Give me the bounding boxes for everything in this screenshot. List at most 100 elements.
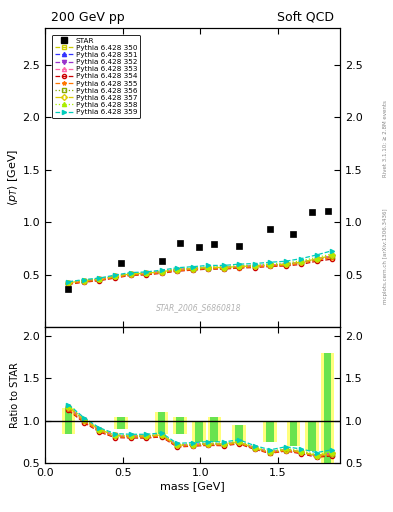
Pythia 6.428 355 <box>221 266 226 272</box>
Pythia 6.428 353 <box>283 261 288 267</box>
Pythia 6.428 354 <box>113 275 118 281</box>
Y-axis label: $\langle p_T \rangle$ [GeV]: $\langle p_T \rangle$ [GeV] <box>6 149 20 206</box>
Pythia 6.428 359 <box>268 259 272 265</box>
Pythia 6.428 354 <box>66 281 71 287</box>
Pythia 6.428 358 <box>330 251 334 257</box>
Pythia 6.428 353 <box>190 266 195 272</box>
Pythia 6.428 353 <box>206 265 210 271</box>
Pythia 6.428 356 <box>268 262 272 268</box>
Pythia 6.428 355 <box>128 272 133 278</box>
Pythia 6.428 357 <box>268 262 272 268</box>
Text: Rivet 3.1.10; ≥ 2.8M events: Rivet 3.1.10; ≥ 2.8M events <box>383 100 388 177</box>
STAR <box>268 226 272 232</box>
Pythia 6.428 356 <box>97 276 102 282</box>
Y-axis label: Ratio to STAR: Ratio to STAR <box>10 362 20 429</box>
Pythia 6.428 355 <box>206 266 210 272</box>
Pythia 6.428 353 <box>97 276 102 282</box>
Pythia 6.428 350 <box>206 265 210 271</box>
Pythia 6.428 355 <box>314 257 319 263</box>
Pythia 6.428 357 <box>252 263 257 269</box>
Pythia 6.428 350 <box>330 254 334 260</box>
Pythia 6.428 353 <box>330 253 334 259</box>
Pythia 6.428 354 <box>299 261 303 267</box>
Pythia 6.428 357 <box>97 276 102 282</box>
Pythia 6.428 356 <box>314 256 319 262</box>
Pythia 6.428 350 <box>66 280 71 286</box>
Pythia 6.428 357 <box>283 261 288 267</box>
Pythia 6.428 357 <box>66 280 71 286</box>
Pythia 6.428 357 <box>330 252 334 259</box>
Pythia 6.428 350 <box>299 260 303 266</box>
Pythia 6.428 353 <box>268 262 272 268</box>
STAR <box>159 258 164 264</box>
Pythia 6.428 356 <box>252 263 257 269</box>
Pythia 6.428 358 <box>221 264 226 270</box>
Pythia 6.428 353 <box>66 280 71 286</box>
STAR <box>196 244 201 250</box>
Bar <box>286 421 300 446</box>
Pythia 6.428 350 <box>82 278 86 284</box>
Bar <box>321 353 334 463</box>
STAR <box>178 240 182 246</box>
Pythia 6.428 358 <box>190 265 195 271</box>
Pythia 6.428 352 <box>283 261 288 267</box>
Pythia 6.428 357 <box>144 270 149 276</box>
Pythia 6.428 356 <box>175 267 180 273</box>
Pythia 6.428 357 <box>128 271 133 277</box>
Line: Pythia 6.428 359: Pythia 6.428 359 <box>66 249 334 284</box>
Pythia 6.428 356 <box>190 266 195 272</box>
Pythia 6.428 354 <box>221 266 226 272</box>
Pythia 6.428 351 <box>175 267 180 273</box>
Pythia 6.428 359 <box>190 264 195 270</box>
Pythia 6.428 351 <box>268 262 272 268</box>
Pythia 6.428 357 <box>113 273 118 280</box>
Pythia 6.428 359 <box>206 262 210 268</box>
Pythia 6.428 353 <box>221 265 226 271</box>
Pythia 6.428 356 <box>159 269 164 275</box>
Pythia 6.428 356 <box>299 259 303 265</box>
Pythia 6.428 355 <box>252 264 257 270</box>
Pythia 6.428 352 <box>268 262 272 268</box>
Bar <box>176 417 184 434</box>
Pythia 6.428 358 <box>299 258 303 264</box>
Pythia 6.428 353 <box>144 270 149 276</box>
Pythia 6.428 350 <box>175 267 180 273</box>
Bar <box>305 421 319 451</box>
Pythia 6.428 357 <box>237 263 241 269</box>
Pythia 6.428 351 <box>330 253 334 259</box>
Line: Pythia 6.428 350: Pythia 6.428 350 <box>66 255 334 285</box>
Pythia 6.428 359 <box>221 262 226 268</box>
Bar <box>114 417 128 430</box>
Bar <box>208 417 221 442</box>
Pythia 6.428 353 <box>159 269 164 275</box>
Bar <box>195 421 203 442</box>
Pythia 6.428 352 <box>128 271 133 277</box>
Line: Pythia 6.428 351: Pythia 6.428 351 <box>66 254 334 285</box>
Pythia 6.428 358 <box>283 260 288 266</box>
Bar <box>118 417 125 430</box>
Line: Pythia 6.428 357: Pythia 6.428 357 <box>66 253 334 285</box>
Pythia 6.428 354 <box>330 256 334 262</box>
Pythia 6.428 359 <box>128 269 133 275</box>
Pythia 6.428 352 <box>66 280 71 286</box>
Pythia 6.428 355 <box>283 262 288 268</box>
Pythia 6.428 351 <box>221 265 226 271</box>
Pythia 6.428 357 <box>159 269 164 275</box>
Line: Pythia 6.428 353: Pythia 6.428 353 <box>66 254 334 285</box>
Pythia 6.428 356 <box>128 271 133 277</box>
Pythia 6.428 350 <box>237 264 241 270</box>
Line: Pythia 6.428 356: Pythia 6.428 356 <box>66 254 334 285</box>
Pythia 6.428 350 <box>159 269 164 275</box>
Pythia 6.428 353 <box>252 263 257 269</box>
Pythia 6.428 353 <box>299 259 303 265</box>
Pythia 6.428 359 <box>314 252 319 258</box>
Pythia 6.428 351 <box>252 263 257 269</box>
Pythia 6.428 351 <box>206 265 210 271</box>
Pythia 6.428 352 <box>252 263 257 269</box>
Pythia 6.428 355 <box>144 271 149 278</box>
Pythia 6.428 352 <box>82 278 86 284</box>
Pythia 6.428 352 <box>97 276 102 282</box>
Pythia 6.428 352 <box>314 256 319 262</box>
STAR <box>291 231 296 237</box>
STAR <box>237 243 241 249</box>
